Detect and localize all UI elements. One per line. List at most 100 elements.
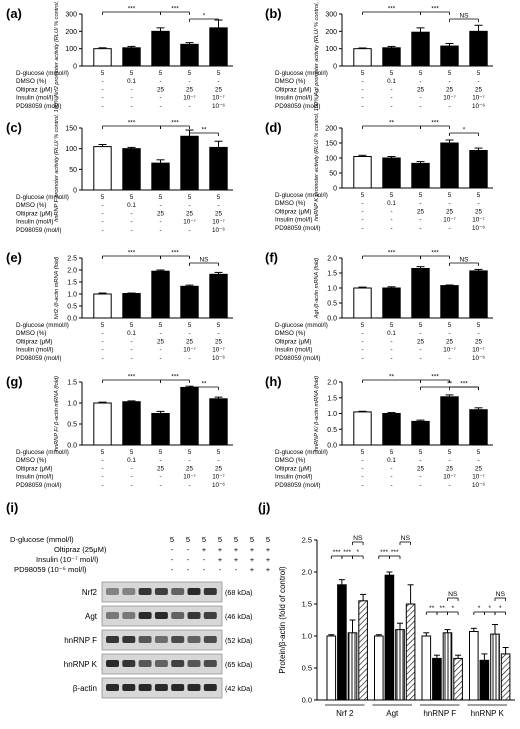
treatment-value: + [250, 545, 255, 554]
y-tick-label: 0.0 [302, 696, 312, 705]
sig-label: * [203, 13, 206, 20]
treatment-value: - [419, 347, 421, 354]
treatment-value: 25 [215, 465, 223, 472]
treatment-value: - [130, 219, 132, 226]
treatment-value: - [419, 103, 421, 110]
y-tick-label: 0 [333, 186, 337, 193]
sig-label: ** [389, 374, 395, 381]
bar [469, 409, 488, 446]
treatment-value: 10⁻⁷ [183, 474, 196, 481]
blot-band [106, 636, 119, 643]
treatment-value: 0.1 [127, 78, 136, 85]
treatment-value: 10⁻⁷ [472, 95, 485, 102]
panel-f: (f) 0.0 0.5 1.0 1.5 2.0 Agt /β-actin mRNA (fol… [265, 250, 493, 362]
bar [151, 30, 170, 67]
treatment-label: PD98059 (mol/l) [16, 227, 62, 234]
bar [209, 273, 228, 319]
blot-name: hnRNP F [64, 636, 97, 645]
blot-size: (65 kDa) [225, 660, 253, 669]
y-tick-label: 1.5 [327, 271, 337, 278]
treatment-value: 5 [101, 194, 105, 201]
treatment-value: 10⁻⁷ [183, 219, 196, 226]
treatment-value: - [101, 86, 103, 93]
treatment-value: - [390, 208, 392, 215]
sig-label: NS [459, 13, 469, 20]
treatment-label: PD98059 (mol/l) [275, 482, 321, 489]
treatment-value: 5 [477, 70, 481, 77]
bar [209, 146, 228, 191]
treatment-value: - [130, 86, 132, 93]
treatment-value: - [361, 355, 363, 362]
bar [122, 401, 141, 446]
treatment-label: D-glucose (mmol/l) [16, 70, 69, 77]
treatment-value: 5 [419, 449, 423, 456]
blot-band [122, 660, 136, 667]
panel-e: (e) 0.0 0.5 1.0 1.5 2.0 2.5 Nrf2 /β-actin mRNA … [6, 250, 233, 362]
treatment-value: - [217, 457, 219, 464]
treatment-value: 5 [217, 194, 221, 201]
y-axis-label: hnRNP F/ β-actin mRNA (fold) [54, 376, 60, 451]
treatment-value: - [159, 474, 161, 481]
y-tick-label: 0.0 [67, 316, 77, 323]
y-tick-label: 300 [65, 12, 77, 19]
treatment-value: 5 [101, 322, 105, 329]
panel-a: (a) 0 100 200 300 Nrf2 promoter activity (RLU… [6, 0, 233, 110]
treatment-value: - [217, 78, 219, 85]
y-tick-label: 0 [333, 64, 337, 71]
treatment-label: Oltipraz (μM) [275, 208, 312, 215]
y-axis-label: Nrf2 promoter activity (RLU/ % control, … [54, 0, 60, 97]
treatment-value: 5 [250, 535, 254, 544]
treatment-value: 25 [446, 208, 454, 215]
treatment-value: - [159, 78, 161, 85]
treatment-value: 10⁻⁶ [212, 355, 225, 362]
treatment-value: - [159, 355, 161, 362]
y-tick-label: 200 [325, 29, 337, 36]
y-tick-label: 0.0 [327, 316, 337, 323]
treatment-value: - [390, 103, 392, 110]
sig-label: *** [431, 120, 439, 127]
treatment-value: - [390, 225, 392, 232]
sig-label: *** [128, 250, 136, 257]
treatment-value: 5 [361, 192, 365, 199]
sig-label: ** [201, 127, 207, 134]
treatment-value: 0.1 [127, 202, 136, 209]
panel-label: (i) [6, 500, 18, 515]
treatment-value: 5 [159, 194, 163, 201]
sig-label: *** [380, 549, 388, 556]
treatment-value: - [101, 338, 103, 345]
bar [347, 632, 358, 701]
sig-label: *** [171, 374, 179, 381]
treatment-label: DMSO (%) [16, 330, 46, 337]
treatment-value: - [217, 202, 219, 209]
treatment-value: 25 [475, 208, 483, 215]
blot-band [187, 684, 201, 691]
treatment-label: PD98059 (mol/l) [16, 482, 62, 489]
blot-band [106, 684, 119, 691]
treatment-value: 25 [417, 86, 425, 93]
y-tick-label: 0.5 [67, 304, 77, 311]
treatment-value: - [448, 482, 450, 489]
sig-label: * [451, 605, 454, 612]
treatment-value: 10⁻⁷ [443, 347, 456, 354]
sig-label: NS [401, 535, 411, 542]
bar [382, 47, 401, 67]
treatment-value: - [219, 565, 222, 574]
treatment-value: - [361, 330, 363, 337]
bar [374, 635, 384, 701]
blot-band [122, 684, 136, 691]
treatment-value: - [130, 103, 132, 110]
treatment-value: 5 [159, 322, 163, 329]
panel-label: (g) [6, 374, 23, 389]
bar [405, 603, 416, 701]
treatment-label: Oltipraz (μM) [16, 210, 53, 217]
treatment-label: Insulin (mol/l) [275, 95, 312, 102]
treatment-value: 25 [157, 465, 165, 472]
treatment-value: - [101, 95, 103, 102]
treatment-value: 5 [101, 70, 105, 77]
treatment-value: - [101, 465, 103, 472]
panel-h: (h) 0.0 0.5 1.0 1.5 2.0 hnRNP K/ β-actin mRNA … [265, 374, 493, 489]
blot-band [138, 636, 152, 643]
blot-name: Nrf2 [82, 588, 98, 597]
y-tick-label: 200 [325, 126, 337, 133]
